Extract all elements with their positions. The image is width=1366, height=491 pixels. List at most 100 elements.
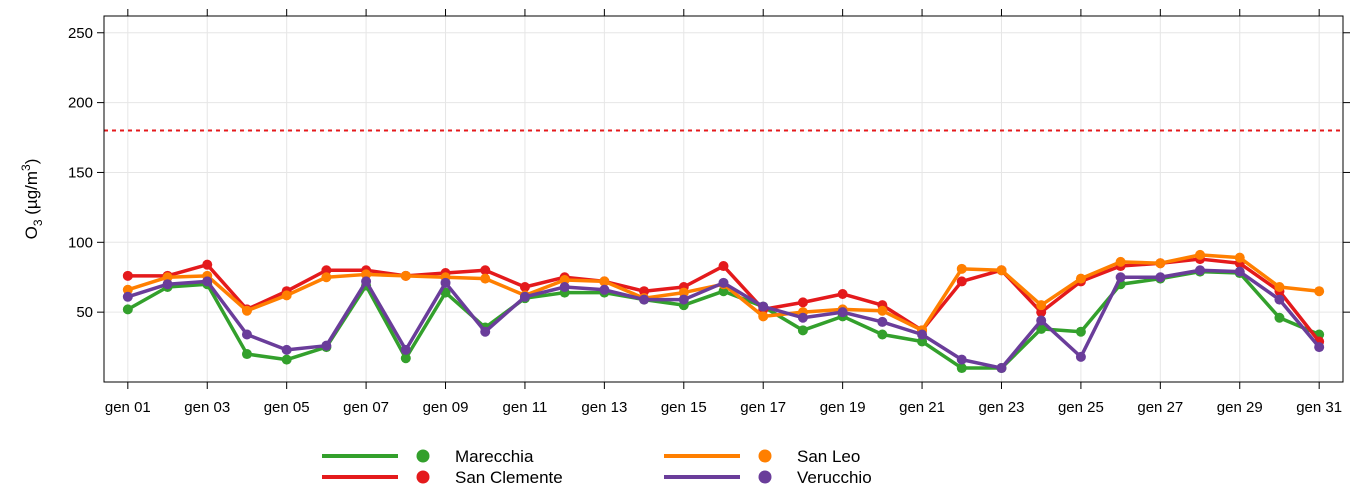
y-tick-label: 200 [68, 95, 93, 112]
legend-item: San Leo [664, 447, 860, 466]
x-tick-label: gen 15 [661, 399, 707, 416]
grid [104, 16, 1343, 382]
data-point [956, 354, 967, 365]
data-point [1274, 294, 1285, 305]
data-point [1036, 300, 1047, 311]
x-tick-label: gen 31 [1296, 399, 1342, 416]
data-point [837, 288, 848, 299]
data-point [1155, 258, 1166, 269]
data-point [281, 290, 292, 301]
legend: Marecchia San Clemente San Leo Verucchio [322, 447, 872, 487]
data-point [1036, 315, 1047, 326]
data-point [202, 276, 213, 287]
data-point [162, 272, 173, 283]
data-point [202, 259, 213, 270]
series-layer [122, 249, 1325, 374]
x-tick-label: gen 29 [1217, 399, 1263, 416]
data-point [758, 311, 769, 322]
data-point [1234, 266, 1245, 277]
data-point [639, 294, 650, 305]
data-point [639, 286, 650, 297]
data-point [996, 363, 1007, 374]
data-point [1274, 282, 1285, 293]
x-tick-label: gen 11 [503, 399, 548, 416]
data-point [1036, 307, 1047, 318]
x-tick-label: gen 21 [899, 399, 945, 416]
legend-swatch-dot [758, 470, 772, 484]
data-point [519, 282, 530, 293]
data-point [1036, 323, 1047, 334]
data-point [1195, 249, 1206, 260]
data-point [956, 276, 967, 287]
x-tick-label: gen 05 [264, 399, 310, 416]
data-point [281, 344, 292, 355]
data-point [1314, 342, 1325, 353]
data-point [877, 305, 888, 316]
y-title-sub: 3 [31, 219, 45, 226]
legend-item: San Clemente [322, 468, 563, 487]
legend-label: San Leo [797, 447, 860, 466]
series-verucchio [122, 265, 1325, 374]
legend-swatch-dot [416, 449, 430, 463]
legend-label: Verucchio [797, 468, 872, 487]
y-title-end: ) [22, 159, 41, 165]
data-point [400, 270, 411, 281]
y-axis-title: O3 (µg/m3) [19, 159, 45, 240]
data-point [1274, 312, 1285, 323]
data-point [758, 301, 769, 312]
plot-frame [103, 15, 1344, 383]
data-point [122, 284, 133, 295]
data-point [122, 270, 133, 281]
legend-label: San Clemente [455, 468, 563, 487]
y-title-base: O [22, 226, 41, 239]
y-tick-label: 150 [68, 164, 93, 181]
data-point [241, 329, 252, 340]
data-point [1195, 265, 1206, 276]
data-point [519, 291, 530, 302]
y-title-mid: (µg/m [22, 171, 41, 220]
data-point [440, 277, 451, 288]
data-point [718, 286, 729, 297]
data-point [678, 294, 689, 305]
legend-item: Verucchio [664, 468, 872, 487]
data-point [917, 329, 928, 340]
data-point [321, 272, 332, 283]
data-point [162, 279, 173, 290]
data-point [1075, 273, 1086, 284]
x-tick-label: gen 13 [581, 399, 627, 416]
x-tick-label: gen 01 [105, 399, 151, 416]
data-point [480, 265, 491, 276]
data-point [241, 305, 252, 316]
data-point [1314, 286, 1325, 297]
data-point [321, 340, 332, 351]
y-title-sup: 3 [19, 164, 33, 171]
legend-label: Marecchia [455, 447, 534, 466]
data-point [559, 275, 570, 286]
y-tick-label: 250 [68, 25, 93, 42]
x-tick-label: gen 27 [1137, 399, 1183, 416]
data-point [122, 291, 133, 302]
data-point [559, 282, 570, 293]
x-tick-label: gen 03 [184, 399, 230, 416]
data-point [956, 363, 967, 374]
data-point [996, 265, 1007, 276]
data-point [718, 277, 729, 288]
legend-swatch-dot [758, 449, 772, 463]
data-point [877, 329, 888, 340]
data-point [956, 263, 967, 274]
data-point [877, 316, 888, 327]
x-axis: gen 01 gen 03 gen 05 gen 07 gen 09 gen 11 gen … [105, 9, 1342, 416]
data-point [797, 325, 808, 336]
data-point [1155, 272, 1166, 283]
data-point [480, 273, 491, 284]
series-line [127, 257, 1321, 343]
data-point [122, 304, 133, 315]
data-point [480, 326, 491, 337]
data-point [1115, 256, 1126, 267]
x-tick-label: gen 25 [1058, 399, 1104, 416]
data-point [400, 344, 411, 355]
data-point [361, 276, 372, 287]
x-tick-label: gen 23 [979, 399, 1025, 416]
legend-swatch-dot [416, 470, 430, 484]
